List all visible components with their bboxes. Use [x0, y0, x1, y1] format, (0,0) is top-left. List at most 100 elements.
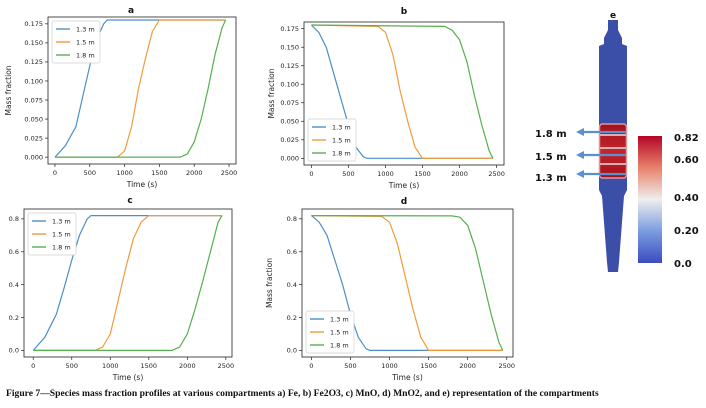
colorbar-tick: 0.20: [674, 226, 699, 237]
legend-label: 1.5 m: [52, 230, 71, 238]
x-axis-label: Time (s): [391, 373, 423, 382]
panel-e-label: e: [610, 11, 616, 21]
x-tick-label: 2000: [459, 362, 476, 370]
chart-title: b: [401, 7, 408, 17]
arrow-head-icon: [576, 151, 584, 159]
x-tick-label: 1000: [381, 362, 398, 370]
colorbar-tick: 0.0: [674, 259, 692, 270]
x-tick-label: 500: [84, 169, 96, 177]
legend-label: 1.3 m: [330, 315, 349, 323]
y-tick-label: 0.8: [9, 215, 19, 223]
chart-c: 0 500 1000 1500 2000 2500 0.0 0.2 0.4 0.6 0.8 c Time…: [9, 196, 234, 382]
series-line-18m: [311, 24, 494, 159]
y-tick-label: 0.075: [280, 99, 299, 107]
series-line-13m: [32, 215, 222, 351]
x-tick-label: 1000: [116, 169, 133, 177]
y-tick-label: 0.025: [280, 136, 299, 144]
chart-d: 0 500 1000 1500 2000 2500 0.0 0.2 0.4 0.6 0.8 d Time…: [265, 197, 515, 382]
x-tick-label: 1500: [151, 169, 168, 177]
x-tick-label: 1000: [377, 170, 394, 178]
plot-frame: [303, 21, 505, 166]
y-tick-label: 0.075: [24, 96, 43, 104]
y-tick-label: 0.8: [287, 215, 297, 223]
figure-caption: Figure 7—Species mass fraction profiles …: [6, 388, 599, 399]
x-tick-label: 0: [31, 362, 35, 370]
legend-label: 1.3 m: [76, 25, 95, 33]
x-tick-label: 0: [309, 170, 313, 178]
legend-label: 1.8 m: [332, 149, 351, 157]
height-label: 1.8 m: [535, 129, 567, 140]
x-tick-label: 1500: [414, 170, 431, 178]
y-tick-label: 0.175: [24, 20, 43, 28]
chart-a: 0 500 1000 1500 2000 2500 0.000 0.025 0.050 0.075…: [4, 6, 237, 189]
y-tick-label: 0.175: [280, 25, 299, 33]
y-tick-label: 0.150: [24, 39, 43, 47]
series-line-18m: [311, 215, 504, 351]
colorbar-tick: 0.60: [674, 155, 699, 166]
x-tick-label: 2500: [488, 170, 505, 178]
plot-frame: [47, 16, 237, 165]
x-tick-label: 0: [309, 362, 313, 370]
x-tick-label: 2000: [186, 169, 203, 177]
legend-label: 1.5 m: [330, 328, 349, 336]
x-tick-label: 0: [53, 169, 57, 177]
series-line-13m: [310, 24, 493, 159]
y-tick-label: 0.025: [24, 134, 43, 142]
y-tick-label: 0.150: [280, 43, 299, 51]
legend-box: [27, 212, 77, 256]
y-tick-label: 0.0: [9, 347, 19, 355]
legend-box: [51, 20, 101, 64]
x-axis-label: Time (s): [126, 180, 158, 189]
arrow-head-icon: [576, 170, 584, 178]
legend-label: 1.8 m: [76, 51, 95, 59]
chart-b: 0 500 1000 1500 2000 2500 0.000 0.025 0.050 0.075…: [267, 7, 505, 190]
x-tick-label: 500: [342, 170, 354, 178]
y-tick-label: 0.000: [280, 155, 299, 163]
y-tick-label: 0.125: [280, 62, 299, 70]
legend-label: 1.3 m: [332, 123, 351, 131]
series-line-13m: [311, 215, 503, 351]
y-tick-label: 0.4: [9, 281, 19, 289]
series-line-13m: [54, 19, 226, 158]
legend-box: [307, 118, 357, 162]
legend-label: 1.8 m: [330, 341, 349, 349]
chart-title: d: [401, 197, 407, 207]
x-tick-label: 2000: [451, 170, 468, 178]
x-tick-label: 500: [344, 362, 356, 370]
x-tick-label: 2500: [221, 169, 238, 177]
x-tick-label: 1500: [420, 362, 437, 370]
chart-panels: 0 500 1000 1500 2000 25000.0000.0250.0500.075…: [4, 6, 515, 382]
legend-label: 1.5 m: [76, 38, 95, 46]
y-tick-label: 0.050: [24, 115, 43, 123]
x-tick-label: 2500: [498, 362, 515, 370]
y-axis-label: Mass fraction: [265, 258, 274, 308]
height-label: 1.3 m: [535, 173, 567, 184]
y-tick-label: 0.000: [24, 153, 43, 161]
arrow-head-icon: [576, 128, 584, 136]
y-tick-label: 0.100: [280, 81, 299, 89]
legend-box: [305, 310, 355, 354]
colorbar-tick: 0.82: [674, 133, 699, 144]
y-tick-label: 0.100: [24, 77, 43, 85]
y-tick-label: 0.2: [9, 314, 19, 322]
y-tick-label: 0.050: [280, 118, 299, 126]
series-line-15m: [55, 19, 226, 158]
legend: 1.3 m 1.5 m 1.8 m: [51, 20, 101, 64]
y-axis-label: Mass fraction: [4, 65, 13, 115]
y-tick-label: 0.125: [24, 58, 43, 66]
y-tick-label: 0.2: [287, 314, 297, 322]
y-tick-label: 0.6: [9, 248, 19, 256]
height-marker-18: 1.8 m: [535, 128, 626, 140]
height-marker-15: 1.5 m: [535, 151, 626, 163]
y-tick-label: 0.0: [287, 347, 297, 355]
height-label: 1.5 m: [535, 152, 567, 163]
plot-frame: [23, 208, 233, 358]
y-axis-label: Mass fraction: [267, 68, 276, 118]
legend: 1.3 m 1.5 m 1.8 m: [27, 212, 77, 256]
series-line-15m: [311, 24, 493, 159]
colorbar: [638, 136, 662, 263]
x-tick-label: 2000: [179, 362, 196, 370]
legend-label: 1.5 m: [332, 136, 351, 144]
chart-title: c: [127, 196, 132, 206]
